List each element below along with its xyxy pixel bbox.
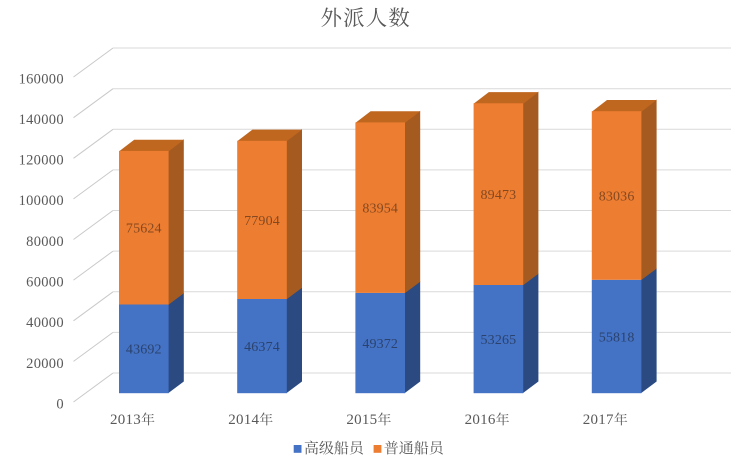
svg-text:40000: 40000 xyxy=(26,315,64,331)
svg-text:75624: 75624 xyxy=(126,222,162,237)
svg-text:2016: 2016 xyxy=(465,412,496,428)
svg-text:160000: 160000 xyxy=(19,71,64,87)
svg-text:80000: 80000 xyxy=(26,234,64,250)
svg-text:55818: 55818 xyxy=(599,330,635,345)
svg-text:77904: 77904 xyxy=(244,214,280,229)
svg-text:100000: 100000 xyxy=(19,193,64,209)
svg-text:120000: 120000 xyxy=(19,153,64,169)
svg-text:2017: 2017 xyxy=(583,412,614,428)
svg-text:83954: 83954 xyxy=(362,202,398,217)
svg-text:140000: 140000 xyxy=(19,112,64,128)
svg-text:0: 0 xyxy=(56,397,64,413)
svg-text:43692: 43692 xyxy=(126,343,162,358)
svg-text:83036: 83036 xyxy=(599,189,635,204)
svg-text:2015: 2015 xyxy=(346,412,377,428)
svg-text:89473: 89473 xyxy=(481,188,517,203)
svg-text:46374: 46374 xyxy=(244,340,280,355)
svg-text:49372: 49372 xyxy=(362,337,398,352)
svg-text:53265: 53265 xyxy=(481,333,517,348)
svg-text:20000: 20000 xyxy=(26,356,64,372)
svg-text:2013: 2013 xyxy=(110,412,141,428)
svg-text:2014: 2014 xyxy=(228,412,259,428)
svg-text:60000: 60000 xyxy=(26,275,64,291)
